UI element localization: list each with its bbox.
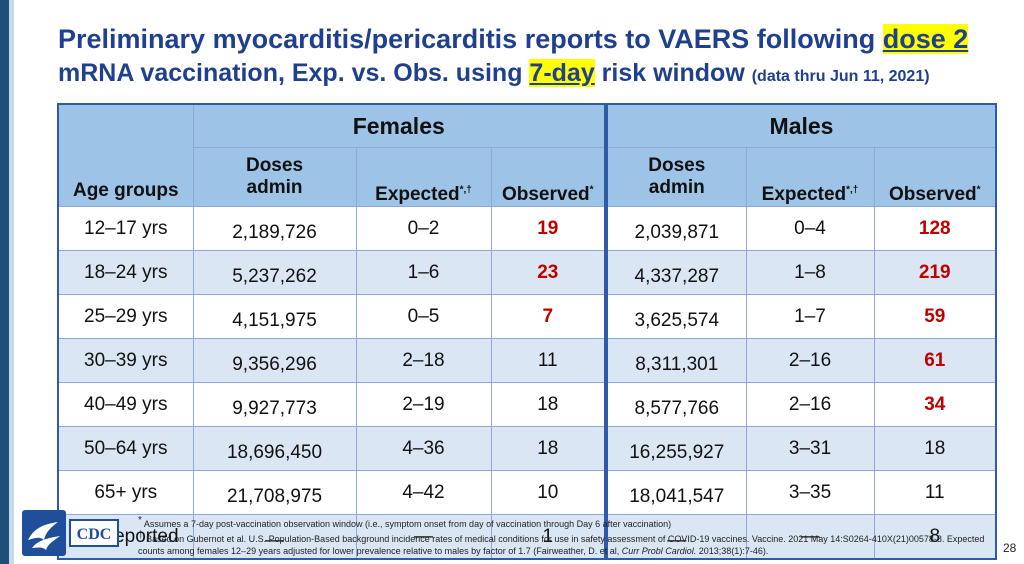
- table-row: 30–39 yrs 9,356,296 2–18 11 8,311,301 2–16 61: [57, 338, 997, 383]
- age-cell: 40–49 yrs: [57, 382, 194, 427]
- m-expected-cell: 1–7: [745, 294, 875, 339]
- m-observed-cell: 61: [873, 338, 997, 383]
- table-row: 40–49 yrs 9,927,773 2–19 18 8,577,766 2–16 34: [57, 382, 997, 427]
- f-observed-cell: 1: [490, 514, 607, 560]
- hhs-eagle-icon: CDC: [22, 510, 119, 556]
- f-observed-header: Observed*: [490, 147, 607, 207]
- age-cell: 65+ yrs: [57, 470, 194, 515]
- f-doses-cell: 21,708,975: [192, 470, 357, 515]
- table-row: 65+ yrs 21,708,975 4–42 10 18,041,547 3–35 11: [57, 470, 997, 515]
- m-expected-cell: —: [745, 514, 875, 560]
- f-expected-cell: 2–19: [355, 382, 492, 427]
- footnote-1: * Assumes a 7-day post-vaccination obser…: [138, 515, 672, 529]
- f-expected-cell: 4–42: [355, 470, 492, 515]
- f-expected-cell: 4–36: [355, 426, 492, 471]
- m-observed-cell: 59: [873, 294, 997, 339]
- m-observed-cell: 128: [873, 206, 997, 251]
- left-accent-bar-light: [9, 0, 14, 564]
- f-doses-cell: 18,696,450: [192, 426, 357, 471]
- m-doses-cell: 2,039,871: [604, 206, 747, 251]
- m-expected-header: Expected*,†: [745, 147, 875, 207]
- table-row: Not reported — —1— —8: [57, 514, 997, 560]
- table-row: 50–64 yrs 18,696,450 4–36 18 16,255,927 3–31 1…: [57, 426, 997, 471]
- m-observed-header: Observed*: [873, 147, 997, 207]
- m-expected-cell: 1–8: [745, 250, 875, 295]
- f-observed-cell: 11: [490, 338, 607, 383]
- age-cell: 18–24 yrs: [57, 250, 194, 295]
- m-expected-cell: 2–16: [745, 338, 875, 383]
- f-observed-cell: 10: [490, 470, 607, 515]
- f-doses-cell: 9,356,296: [192, 338, 357, 383]
- group-header-row: Age groups Females Males: [57, 103, 997, 207]
- age-groups-header: Age groups: [57, 103, 194, 207]
- age-cell: 50–64 yrs: [57, 426, 194, 471]
- males-header: Males: [604, 103, 997, 148]
- table-row: 12–17 yrs 2,189,726 0–2 19 2,039,871 0–4 128: [57, 206, 997, 251]
- f-doses-cell: 5,237,262: [192, 250, 357, 295]
- title-line2: mRNA vaccination, Exp. vs. Obs. using: [58, 59, 530, 87]
- f-doses-cell: 4,151,975: [192, 294, 357, 339]
- f-expected-cell: 0–5: [355, 294, 492, 339]
- m-observed-cell: 8: [873, 514, 997, 560]
- table-row: 25–29 yrs 4,151,975 0–5 7 3,625,574 1–7 59: [57, 294, 997, 339]
- f-expected-cell: 1–6: [355, 250, 492, 295]
- females-header: Females: [192, 103, 607, 148]
- f-observed-cell: 18: [490, 426, 607, 471]
- f-expected-header: Expected*,†: [355, 147, 492, 207]
- f-doses-cell: 9,927,773: [192, 382, 357, 427]
- m-observed-cell: 18: [873, 426, 997, 471]
- m-observed-cell: 11: [873, 470, 997, 515]
- table-row: 18–24 yrs 5,237,262 1–6 23 4,337,287 1–8 219: [57, 250, 997, 295]
- cdc-logo-text: CDC: [77, 526, 112, 543]
- cdc-logo: CDC: [22, 510, 134, 558]
- age-cell: 25–29 yrs: [57, 294, 194, 339]
- title-line1: Preliminary myocarditis/pericarditis rep…: [58, 24, 883, 54]
- slide-title: Preliminary myocarditis/pericarditis rep…: [58, 22, 1008, 94]
- m-expected-cell: 0–4: [745, 206, 875, 251]
- m-observed-cell: 34: [873, 382, 997, 427]
- f-expected-cell: 2–18: [355, 338, 492, 383]
- m-observed-cell: 219: [873, 250, 997, 295]
- page-number: 28: [1003, 541, 1017, 555]
- m-doses-header: Doses admin: [604, 147, 747, 207]
- myocarditis-table: Age groups Females Males Doses admin Expe…: [57, 103, 998, 560]
- m-doses-cell: 8,577,766: [604, 382, 747, 427]
- footnote-2: † Based on Gubernot et al. U.S. Populati…: [138, 530, 985, 556]
- f-observed-cell: 23: [490, 250, 607, 295]
- age-cell: 30–39 yrs: [57, 338, 194, 383]
- f-observed-cell: 18: [490, 382, 607, 427]
- left-accent-bar: [0, 0, 9, 564]
- title-highlight-window: 7-day: [529, 59, 595, 87]
- m-expected-cell: 2–16: [745, 382, 875, 427]
- age-cell: 12–17 yrs: [57, 206, 194, 251]
- title-date-note: (data thru Jun 11, 2021): [751, 68, 930, 85]
- title-highlight-dose: dose 2: [882, 24, 969, 54]
- title-line2-suffix: risk window: [594, 59, 752, 87]
- m-doses-cell: 8,311,301: [604, 338, 747, 383]
- f-doses-header: Doses admin: [192, 147, 357, 207]
- m-expected-cell: 3–31: [745, 426, 875, 471]
- m-doses-cell: 18,041,547: [604, 470, 747, 515]
- m-expected-cell: 3–35: [745, 470, 875, 515]
- m-doses-cell: 4,337,287: [604, 250, 747, 295]
- f-expected-cell: 0–2: [355, 206, 492, 251]
- f-expected-cell: —: [355, 514, 492, 560]
- f-doses-cell: 2,189,726: [192, 206, 357, 251]
- column-header-row: Doses admin Expected*,† Observed* Doses ad…: [58, 147, 997, 207]
- m-doses-cell: 16,255,927: [604, 426, 747, 471]
- footnotes: * Assumes a 7-day post-vaccination obser…: [138, 515, 998, 557]
- f-observed-cell: 7: [490, 294, 607, 339]
- m-doses-cell: —: [604, 514, 747, 560]
- f-observed-cell: 19: [490, 206, 607, 251]
- m-doses-cell: 3,625,574: [604, 294, 747, 339]
